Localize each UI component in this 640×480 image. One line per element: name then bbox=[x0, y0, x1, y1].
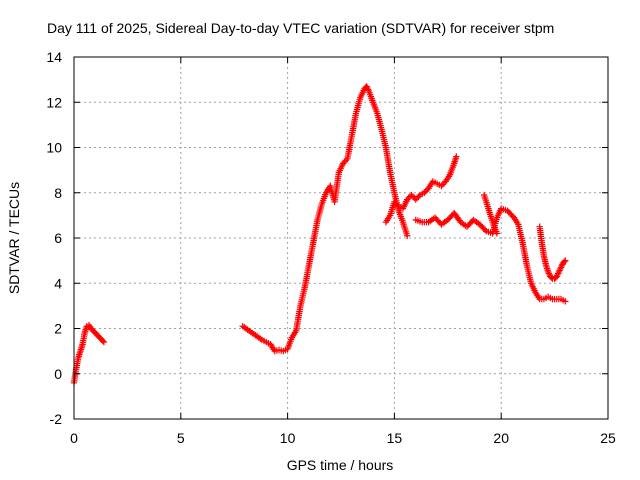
data-point bbox=[394, 201, 401, 209]
y-tick-label: 8 bbox=[54, 185, 62, 201]
data-point bbox=[558, 262, 565, 270]
grid-lines bbox=[74, 57, 608, 419]
data-point bbox=[453, 153, 460, 160]
data-point bbox=[481, 226, 489, 234]
y-tick-label: 4 bbox=[54, 275, 62, 291]
data-point bbox=[562, 298, 569, 305]
data-point bbox=[554, 270, 562, 277]
data-point bbox=[100, 338, 108, 346]
data-point bbox=[363, 83, 370, 90]
data-point bbox=[553, 273, 560, 280]
data-point bbox=[493, 230, 501, 237]
data-point bbox=[557, 264, 565, 271]
x-axis-label: GPS time / hours bbox=[287, 457, 394, 473]
y-axis-label: SDTVAR / TECUs bbox=[6, 182, 22, 294]
data-point bbox=[562, 257, 569, 264]
x-tick-label: 10 bbox=[280, 430, 296, 446]
data-point bbox=[391, 198, 398, 205]
data-point bbox=[421, 189, 428, 196]
data-point bbox=[438, 182, 445, 190]
x-tick-label: 25 bbox=[600, 430, 616, 446]
y-tick-label: 6 bbox=[54, 230, 62, 246]
data-point bbox=[557, 265, 564, 273]
data-point bbox=[404, 232, 411, 239]
data-point bbox=[364, 86, 372, 93]
data-point bbox=[364, 84, 371, 92]
data-point bbox=[99, 337, 107, 345]
data-point bbox=[545, 270, 553, 277]
y-tick-label: -2 bbox=[50, 411, 63, 427]
data-point bbox=[409, 193, 417, 200]
x-tick-label: 15 bbox=[387, 430, 403, 446]
data-points bbox=[70, 83, 569, 386]
data-point bbox=[339, 160, 347, 167]
data-point bbox=[405, 194, 412, 202]
y-tick-label: 14 bbox=[46, 49, 62, 65]
series-segment-1 bbox=[70, 321, 108, 386]
data-point bbox=[555, 268, 563, 276]
data-point bbox=[341, 158, 348, 166]
x-tick-label: 0 bbox=[70, 430, 78, 446]
data-point bbox=[544, 268, 552, 276]
series-segment-3 bbox=[382, 153, 460, 226]
series-segment-4 bbox=[412, 205, 569, 305]
series-segment-6 bbox=[536, 223, 569, 282]
y-tick-label: 10 bbox=[46, 140, 62, 156]
series-segment-5 bbox=[480, 191, 501, 237]
data-point bbox=[342, 157, 350, 164]
x-tick-label: 20 bbox=[493, 430, 509, 446]
data-point bbox=[392, 200, 400, 207]
axis-ticks: -2 0 2 4 6 8 10 12 14 0 5 10 15 20 25 bbox=[46, 49, 616, 446]
data-point bbox=[408, 191, 415, 199]
chart-title: Day 111 of 2025, Sidereal Day-to-day VTE… bbox=[47, 20, 554, 36]
data-point bbox=[404, 196, 411, 203]
data-point bbox=[554, 271, 561, 279]
y-tick-label: 2 bbox=[54, 321, 62, 337]
data-point bbox=[441, 179, 448, 187]
data-point bbox=[413, 194, 421, 202]
data-point bbox=[439, 181, 447, 188]
y-tick-label: 0 bbox=[54, 366, 62, 382]
data-point bbox=[422, 188, 429, 195]
data-point bbox=[415, 193, 422, 200]
data-point bbox=[423, 186, 431, 193]
x-tick-label: 5 bbox=[177, 430, 185, 446]
data-point bbox=[561, 258, 568, 265]
series-segment-2 bbox=[239, 83, 411, 355]
data-point bbox=[412, 196, 419, 203]
data-point bbox=[556, 267, 563, 274]
y-tick-label: 12 bbox=[46, 94, 62, 110]
